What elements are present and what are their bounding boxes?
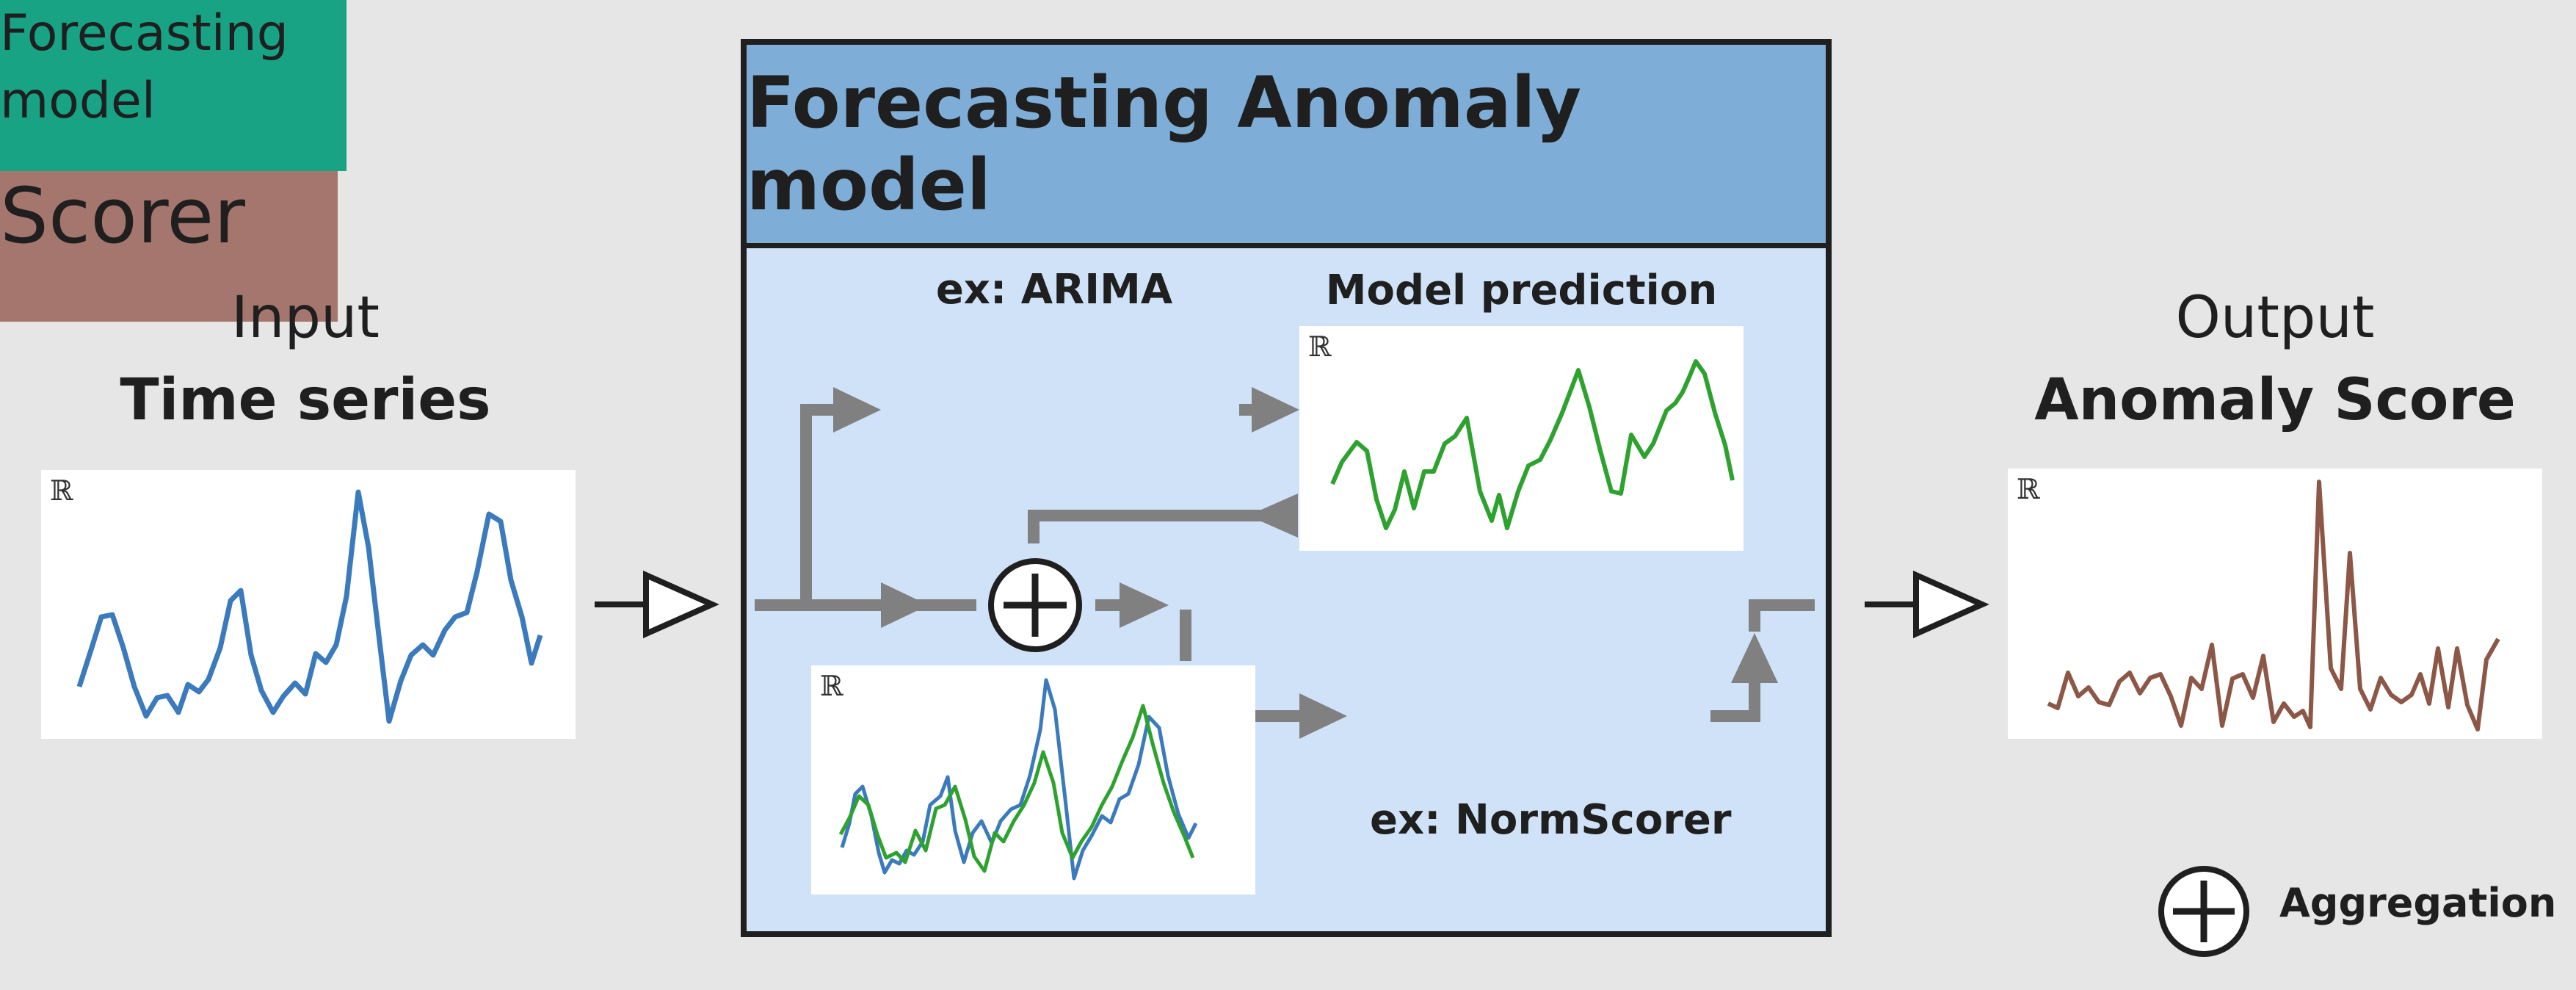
arrow-icon [1865, 570, 1989, 639]
input-chart: ℝ [41, 470, 576, 739]
prediction-series-line [838, 704, 1195, 873]
forecaster-example: ex: ARIMA [935, 266, 1173, 314]
scorer-box: Scorer [0, 171, 338, 322]
real-symbol: ℝ [820, 670, 843, 702]
input-series-line [76, 489, 543, 724]
scorer-example: ex: NormScorer [1370, 796, 1732, 844]
scorer-label: Scorer [0, 171, 246, 261]
input-caption: Input [231, 285, 380, 351]
forecasting-anomaly-model: Forecasting Anomaly model [741, 39, 1832, 937]
real-symbol: ℝ [2017, 473, 2040, 505]
score-series-line [2047, 480, 2500, 731]
output-chart: ℝ [2008, 469, 2542, 739]
aggregation-icon [988, 558, 1082, 652]
real-symbol: ℝ [50, 474, 73, 507]
prediction-chart: ℝ [1299, 326, 1744, 551]
prediction-label: Model prediction [1325, 267, 1718, 314]
prediction-series-line [1330, 359, 1735, 530]
input-title: Time series [120, 367, 491, 433]
arrow-icon [595, 570, 719, 639]
forecasting-model-box: Forecasting model [0, 0, 347, 171]
aggregated-chart: ℝ [811, 665, 1255, 895]
forecasting-model-label: Forecasting model [0, 4, 289, 130]
output-title: Anomaly Score [2034, 367, 2516, 433]
model-title: Forecasting Anomaly model [747, 45, 1826, 248]
real-symbol: ℝ [1308, 330, 1332, 363]
legend-aggregation-label: Aggregation [2279, 880, 2557, 926]
aggregation-icon [2158, 866, 2249, 957]
actual-series-line [840, 678, 1198, 881]
output-caption: Output [2175, 285, 2375, 351]
